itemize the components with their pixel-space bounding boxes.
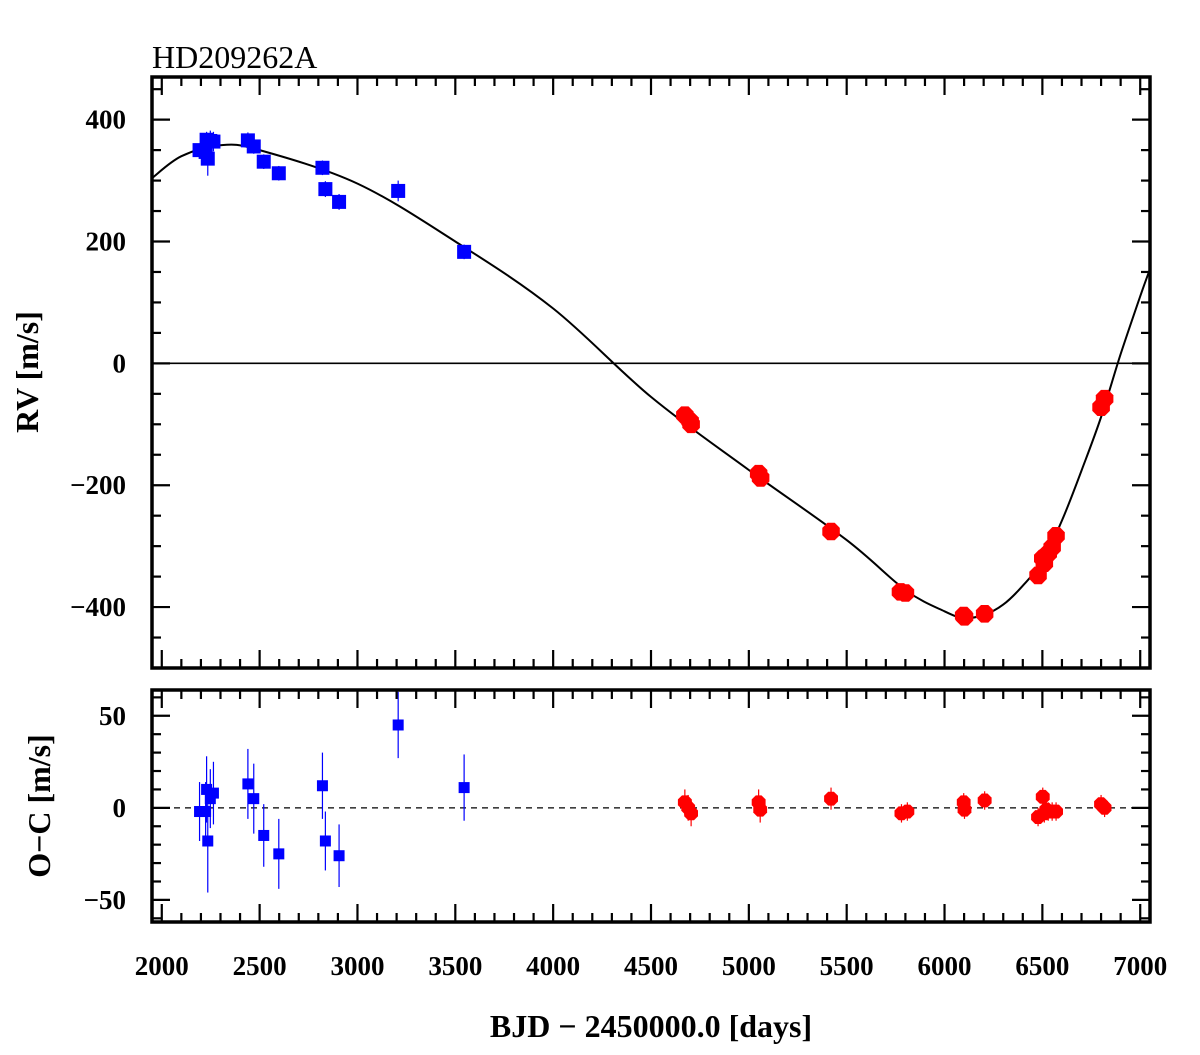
data-point <box>824 791 838 806</box>
data-point <box>256 154 271 169</box>
data-point <box>957 802 972 817</box>
data-point <box>1035 789 1050 804</box>
x-tick-label: 7000 <box>1113 951 1167 981</box>
residuals-panel: −50 0 50 2000 2500 3000 3500 4000 4500 5000 5500 60… <box>21 688 1167 1044</box>
data-point <box>271 166 286 181</box>
residuals-axis-ticks: −50 0 50 2000 2500 3000 3500 4000 4500 5000 5500 60… <box>84 690 1167 981</box>
data-point <box>458 782 470 794</box>
series-2 <box>676 389 1114 626</box>
series-1 <box>194 691 470 893</box>
rv-plot-area <box>152 130 1150 626</box>
y-tick-label: 400 <box>86 105 127 135</box>
rv-axis-ticks: −400 −200 0 200 400 <box>70 77 1150 670</box>
x-tick-label: 4000 <box>526 951 580 981</box>
x-tick-label: 3500 <box>428 951 482 981</box>
plot-clip-group <box>152 691 1150 893</box>
data-point <box>1095 389 1114 408</box>
data-point <box>753 802 768 817</box>
y-tick-label: −200 <box>70 470 126 500</box>
rv-plot-frame <box>150 75 1152 670</box>
x-axis-title: BJD − 2450000.0 [days] <box>490 1008 812 1044</box>
data-point <box>194 806 206 818</box>
x-tick-label: 2000 <box>135 951 189 981</box>
data-point <box>242 778 254 790</box>
data-point <box>977 793 992 808</box>
data-point <box>751 469 770 487</box>
data-point <box>955 608 974 626</box>
data-point <box>200 806 212 818</box>
data-point <box>200 151 215 166</box>
data-point <box>332 194 347 209</box>
data-point <box>273 848 285 860</box>
x-tick-label: 6000 <box>918 951 972 981</box>
y-tick-label: 0 <box>113 793 127 823</box>
x-tick-label: 5000 <box>722 951 776 981</box>
data-point <box>684 806 698 821</box>
data-point <box>201 783 213 795</box>
data-point <box>391 183 406 198</box>
residuals-axis-title: O−C [m/s] <box>21 734 57 878</box>
data-point <box>682 415 700 434</box>
rv-panel: HD209262A −400 −200 0 200 400 RV [m/s] <box>9 39 1152 670</box>
chart-title: HD209262A <box>152 39 317 75</box>
data-point <box>333 850 345 862</box>
x-tick-label: 2500 <box>233 951 287 981</box>
y-tick-label: 50 <box>99 701 126 731</box>
y-tick-label: −400 <box>70 592 126 622</box>
data-point <box>246 139 261 154</box>
data-point <box>316 780 328 792</box>
data-point <box>319 835 331 847</box>
x-tick-label: 5500 <box>820 951 874 981</box>
data-point <box>1047 527 1065 545</box>
data-point <box>457 244 472 259</box>
data-point <box>900 804 915 819</box>
rv-axis-title: RV [m/s] <box>9 311 45 433</box>
x-tick-label: 4500 <box>624 951 678 981</box>
data-point <box>318 182 333 197</box>
series-1 <box>192 130 472 260</box>
data-point <box>202 835 214 847</box>
data-point <box>248 793 260 805</box>
residuals-plot-area <box>152 691 1150 893</box>
y-tick-label: 0 <box>113 348 127 378</box>
data-point <box>1049 804 1063 819</box>
data-point <box>975 605 994 623</box>
data-point <box>896 584 915 602</box>
data-point <box>315 160 330 175</box>
data-point <box>206 134 221 149</box>
plot-clip-group <box>152 130 1150 626</box>
series-2 <box>677 787 1112 827</box>
data-point <box>204 793 216 805</box>
data-point <box>392 719 404 731</box>
y-tick-label: −50 <box>84 885 126 915</box>
y-tick-label: 200 <box>86 227 127 257</box>
x-tick-label: 3000 <box>330 951 384 981</box>
model-curve <box>152 143 1150 620</box>
data-point <box>1097 800 1112 815</box>
data-point <box>207 787 219 799</box>
data-point <box>822 522 840 541</box>
residuals-plot-frame <box>150 688 1152 924</box>
data-point <box>258 829 270 841</box>
x-tick-label: 6500 <box>1015 951 1069 981</box>
